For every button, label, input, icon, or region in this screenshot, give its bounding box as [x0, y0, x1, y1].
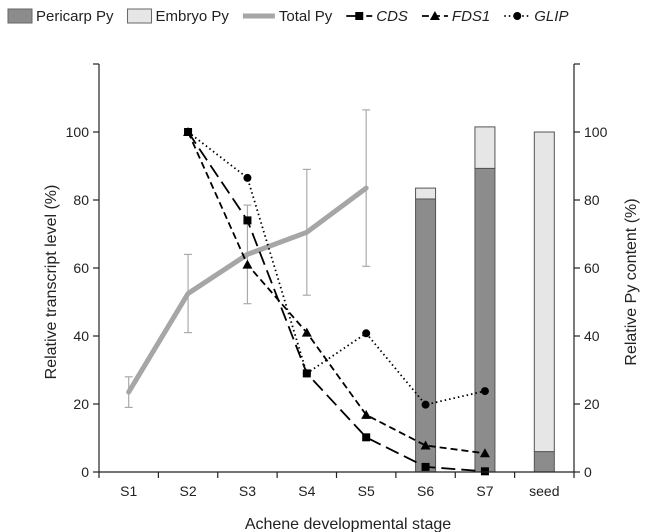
y-tick-label-right: 100	[584, 124, 608, 140]
point-fds1	[361, 409, 372, 419]
line-glip	[187, 131, 486, 406]
point-glip	[480, 387, 489, 396]
point-cds	[362, 433, 371, 442]
y-tick-label-right: 80	[584, 192, 600, 208]
y-tick-label-left: 100	[66, 124, 90, 140]
axes: 0 0 20 20 40 40 60 60 80 80 100 100 S1 S2 S3 S4 S5 S6 S7 se…	[66, 63, 608, 499]
x-tick-label: S4	[298, 483, 315, 499]
x-tick-label: S6	[417, 483, 434, 499]
x-tick-label: S7	[476, 483, 493, 499]
bar-pericarp-py	[533, 451, 555, 473]
line-fds1	[187, 131, 486, 455]
bar-embryo-py	[533, 131, 555, 453]
point-glip	[362, 329, 371, 338]
x-tick-label: S2	[180, 483, 197, 499]
point-fds1	[301, 327, 312, 337]
x-axis-title: Achene developmental stage	[245, 516, 451, 532]
y-tick-label-left: 60	[73, 260, 89, 276]
x-tick-label: S3	[239, 483, 256, 499]
bar-embryo-py	[474, 126, 496, 169]
y-tick-label-right: 20	[584, 396, 600, 412]
point-glip	[184, 128, 193, 136]
point-glip	[421, 400, 430, 409]
x-tick-label: seed	[529, 483, 559, 499]
legend-swatch-embryo-py	[127, 8, 153, 24]
y-tick-label-left: 20	[73, 396, 89, 412]
legend: Pericarp Py Embryo Py Total Py CDS FDS1 GLIP	[7, 8, 568, 25]
bar-pericarp-py	[415, 198, 437, 473]
y-tick-label-left: 40	[73, 328, 89, 344]
line-cds	[187, 131, 486, 473]
legend-label: CDS	[376, 8, 408, 25]
point-glip	[243, 173, 252, 182]
y-tick-label-right: 40	[584, 328, 600, 344]
x-tick-label: S1	[120, 483, 137, 499]
y-tick-label-right: 0	[584, 464, 592, 480]
legend-label: GLIP	[534, 8, 568, 25]
legend-marker-fds1	[429, 11, 440, 20]
legend-label: FDS1	[452, 8, 490, 25]
legend-swatch-pericarp-py	[7, 8, 33, 24]
point-glip	[302, 369, 311, 378]
legend-label: Embryo Py	[156, 8, 230, 25]
legend-label: Pericarp Py	[36, 8, 114, 25]
y-tick-label-left: 0	[81, 464, 89, 480]
point-cds	[243, 216, 252, 225]
legend-label: Total Py	[279, 8, 333, 25]
legend-marker-cds	[355, 12, 364, 20]
error-bars-layer	[124, 109, 371, 408]
line-total-py	[126, 185, 369, 395]
lines-layer	[126, 127, 490, 476]
y-tick-label-left: 80	[73, 192, 89, 208]
y-tick-label-right: 60	[584, 260, 600, 276]
x-tick-label: S5	[358, 483, 375, 499]
point-fds1	[242, 259, 253, 269]
point-cds	[421, 462, 430, 471]
y-axis-left-title: Relative transcript level (%)	[43, 185, 60, 380]
legend-marker-glip	[513, 12, 522, 20]
y-axis-right-title: Relative Py content (%)	[623, 198, 640, 365]
point-fds1	[479, 448, 490, 458]
point-fds1	[420, 440, 431, 450]
bar-embryo-py	[415, 187, 437, 200]
bar-pericarp-py	[474, 167, 496, 473]
point-cds	[480, 467, 489, 476]
bars-layer	[415, 126, 555, 473]
